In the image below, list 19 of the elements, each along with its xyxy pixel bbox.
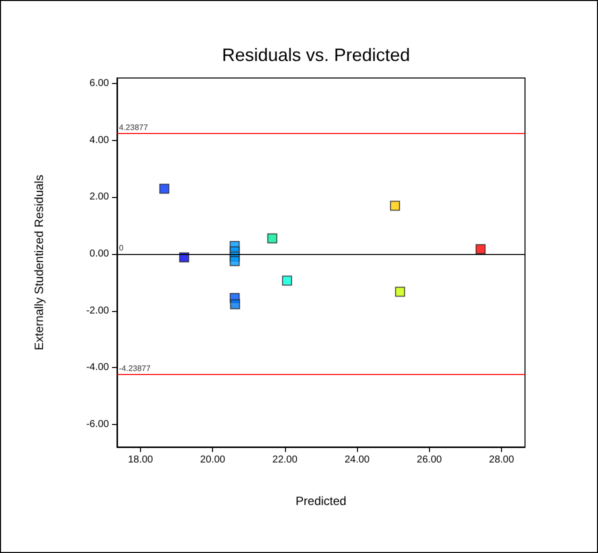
ref-line-label: 4.23877 [119, 123, 148, 132]
x-axis-title: Predicted [296, 494, 346, 508]
y-tick-label: -2.00 [86, 305, 110, 316]
y-tick-label: 2.00 [90, 192, 110, 203]
x-tick-label: 26.00 [416, 454, 442, 466]
ref-line-label: -4.23877 [119, 364, 152, 373]
x-tick-label: 20.00 [200, 454, 226, 466]
ref-line-label: 0 [119, 243, 124, 252]
y-tick-label: 6.00 [90, 78, 110, 90]
y-tick-label: 0.00 [90, 248, 110, 260]
y-tick-label: 4.00 [90, 134, 110, 146]
x-tick-label: 18.00 [128, 454, 154, 466]
y-tick-label: -6.00 [86, 418, 110, 430]
x-tick-label: 22.00 [272, 454, 298, 466]
x-tick-label: 24.00 [344, 454, 370, 466]
y-axis-title: Externally Studentized Residuals [32, 174, 46, 350]
y-tick-label: -4.00 [86, 362, 110, 374]
chart-title: Residuals vs. Predicted [222, 45, 410, 65]
x-tick-label: 28.00 [489, 454, 514, 466]
